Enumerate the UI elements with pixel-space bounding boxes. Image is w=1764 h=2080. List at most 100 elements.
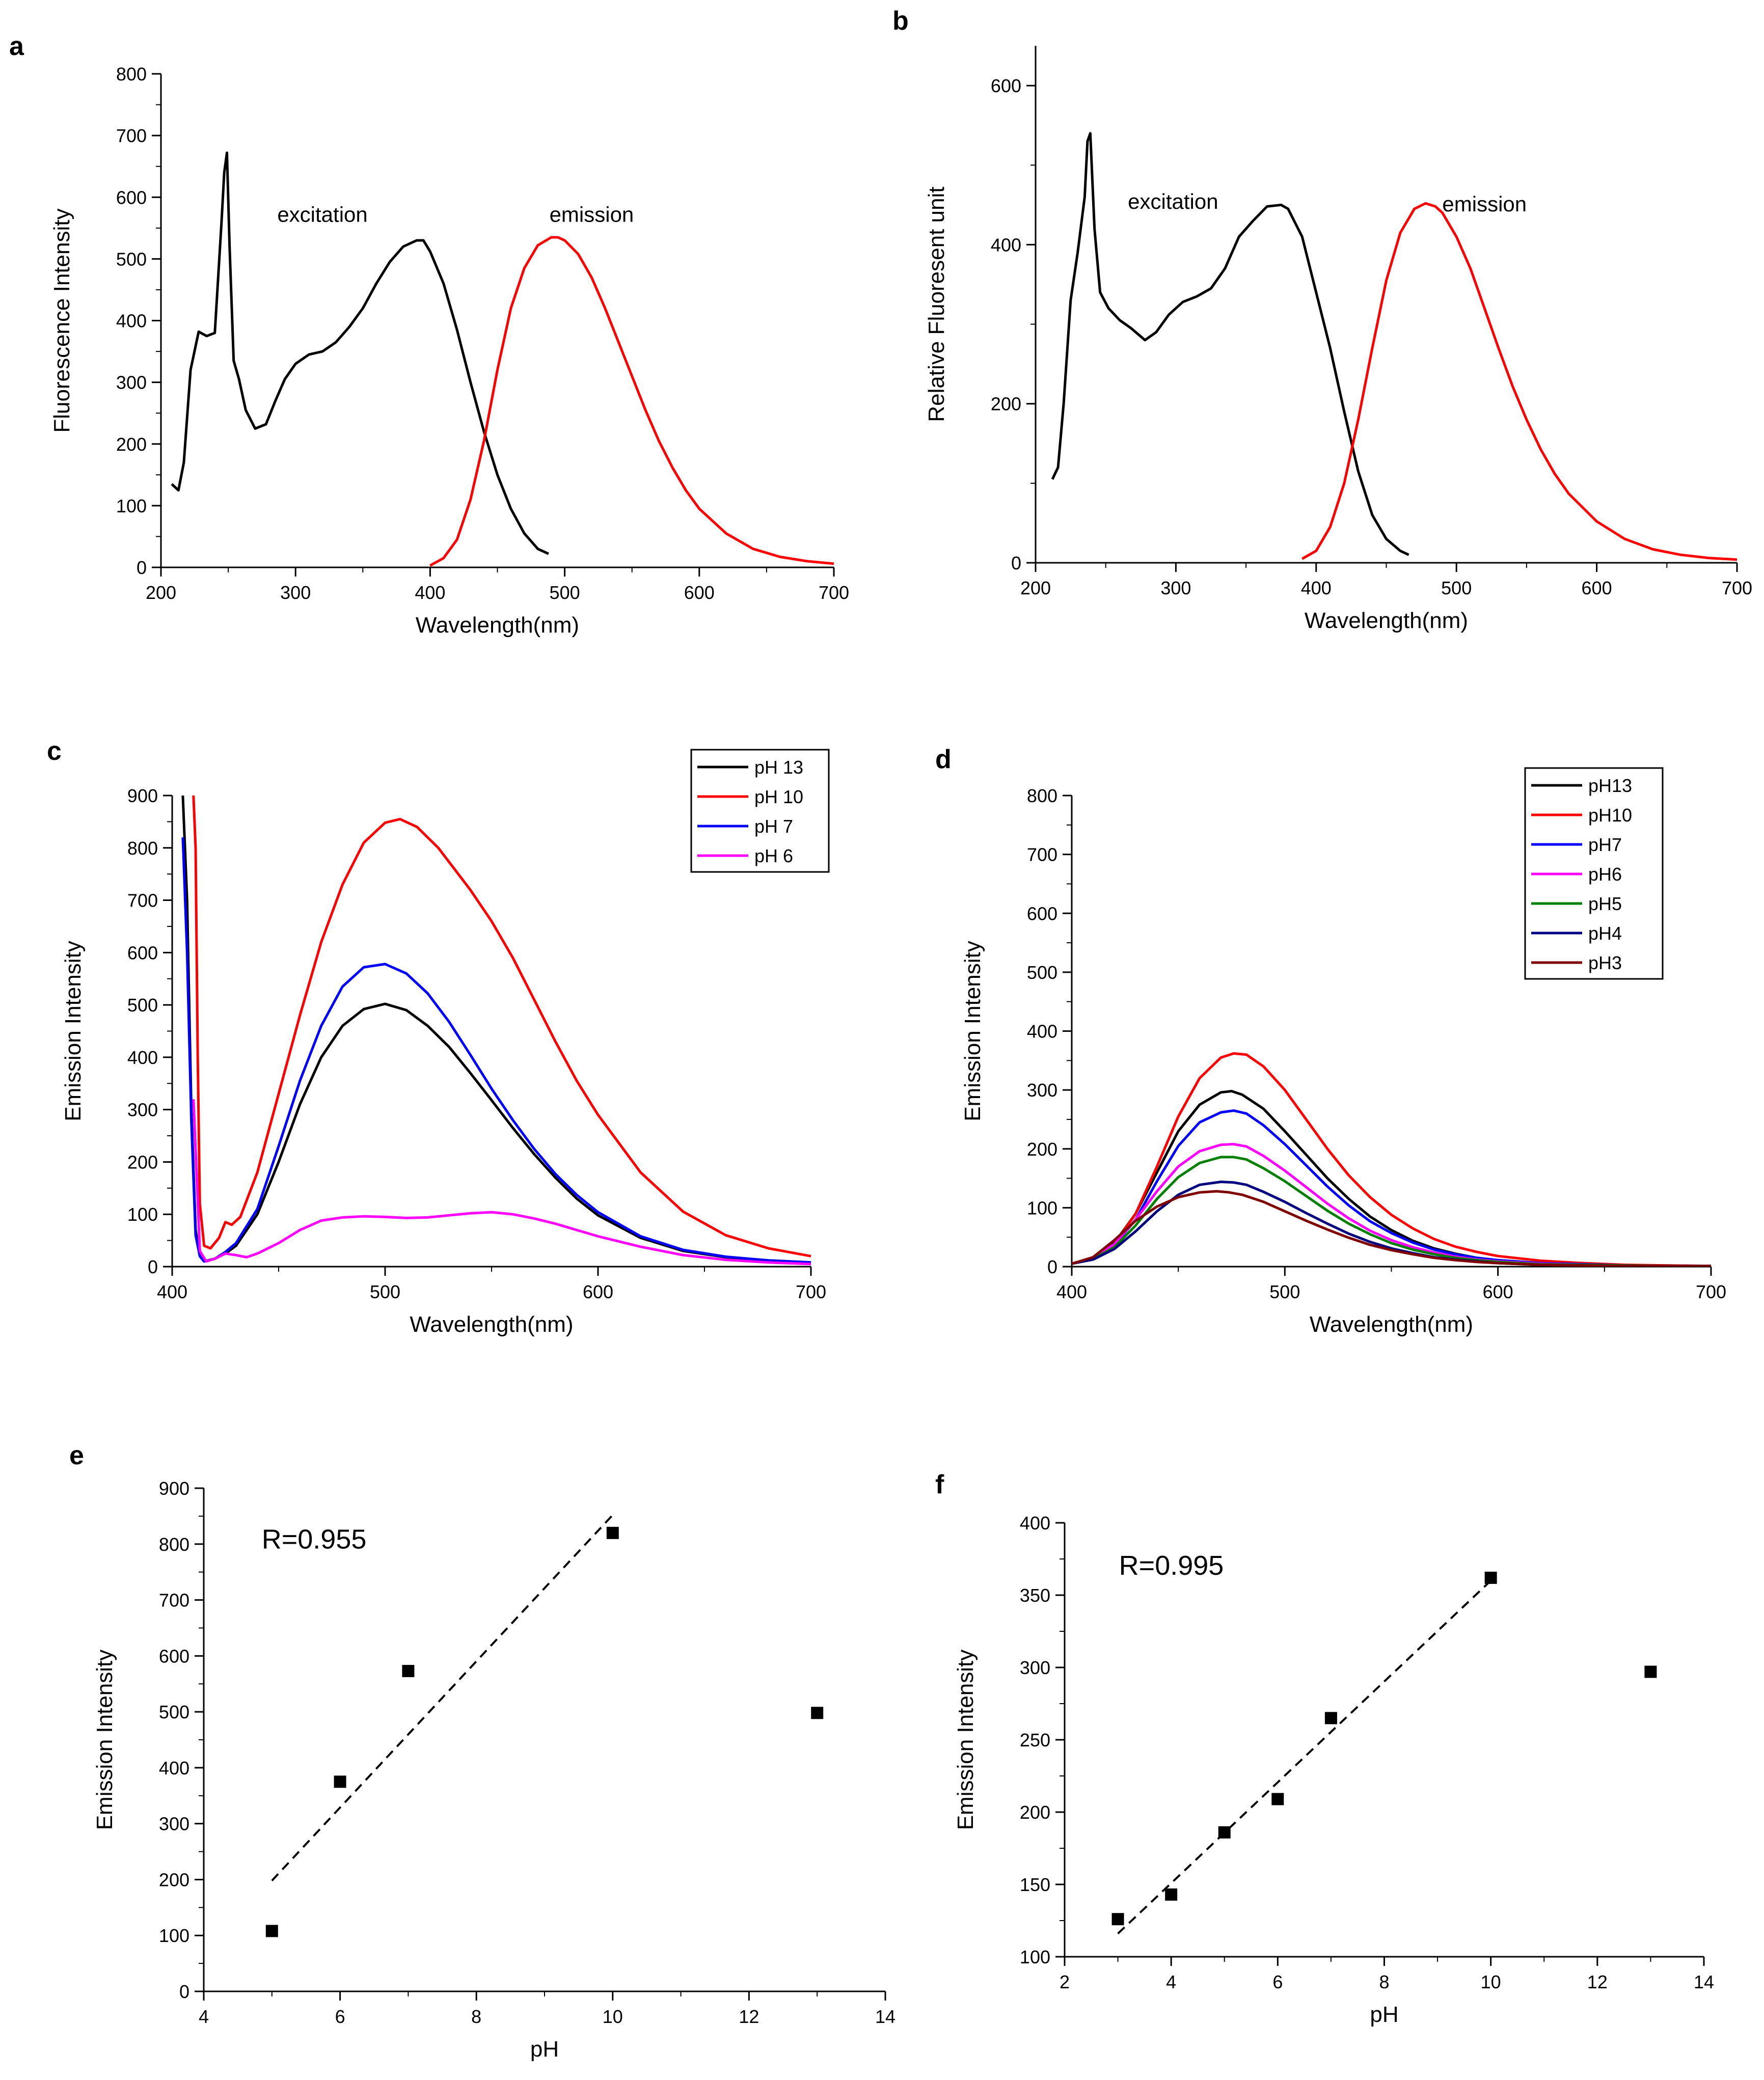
y-tick-label: 700 [159,1590,189,1611]
y-tick-label: 800 [127,838,158,859]
series-line-ph6 [192,1099,811,1266]
series-line-emission [429,236,834,567]
annotation-emission: emission [550,203,634,227]
y-tick-label: 800 [116,64,147,85]
x-axis-title: Wavelength(nm) [1305,608,1468,633]
series-line-ph4 [1072,1181,1711,1267]
data-point [1271,1793,1284,1805]
panel-d: d 400 500 600 700 0 100 200 300 400 500 600 700 800 Wa… [935,745,1726,1337]
legend: pH 13 pH 10 pH 7 pH 6 [690,749,830,873]
y-tick-label: 400 [1020,1513,1050,1534]
y-tick-label: 150 [1020,1874,1050,1895]
y-tick-label: 700 [116,125,147,146]
y-tick-label: 400 [159,1758,189,1778]
y-tick-label: 200 [1020,1802,1050,1823]
data-point [1218,1826,1231,1839]
x-tick-label: 200 [1020,578,1051,598]
panel-letter: c [47,736,62,766]
y-axis-title: Emission Intensity [960,941,985,1121]
y-tick-label: 0 [137,557,147,578]
data-point [334,1775,346,1788]
x-tick-label: 8 [1379,1972,1389,1992]
y-tick-label: 100 [127,1204,158,1225]
data-point [606,1526,619,1539]
y-tick-label: 500 [116,249,147,269]
annotation-excitation: excitation [1128,189,1218,213]
x-axis-title: Wavelength(nm) [410,1312,573,1337]
panel-a: a 200 300 400 500 600 700 0 100 200 300 400 500 600 70… [9,32,849,638]
panel-f: f 2 4 6 8 10 12 14 100 150 200 250 300 350 400 pH Emissi… [935,1470,1714,2027]
x-tick-label: 700 [819,582,849,603]
r-value-label: R=0.955 [262,1524,367,1555]
x-tick-label: 10 [603,2006,623,2027]
y-axis-title: Relative Fluoresent unit [924,186,949,422]
y-tick-label: 0 [1011,553,1021,573]
legend-box [690,749,830,873]
series-group [1072,1052,1712,1267]
series-line-ph3 [1072,1190,1711,1267]
y-tick-label: 0 [148,1256,158,1277]
legend-label: pH10 [1588,805,1632,826]
series-line-emission [1301,202,1738,561]
x-axis-title: pH [1370,2002,1398,2027]
panel-letter: b [892,6,909,36]
x-tick-label: 400 [1056,1281,1087,1302]
legend-label: pH3 [1588,952,1622,973]
y-tick-label: 300 [1027,1080,1057,1101]
data-point [1165,1888,1178,1901]
x-axis-title: Wavelength(nm) [1310,1312,1473,1337]
y-tick-label: 700 [1027,844,1057,865]
y-tick-label: 900 [127,785,158,806]
x-tick-label: 14 [875,2006,895,2027]
x-tick-label: 500 [550,582,580,603]
x-tick-label: 600 [1582,578,1612,598]
x-tick-label: 6 [1272,1972,1283,1992]
legend-label: pH 10 [754,786,803,807]
legend-label: pH7 [1588,834,1622,855]
legend-label: pH 6 [754,845,793,866]
panel-c: c 400 500 600 700 0 100 200 300 400 500 600 700 800 90… [47,736,830,1337]
x-tick-label: 14 [1694,1972,1714,1992]
x-tick-label: 400 [157,1281,187,1302]
y-tick-label: 500 [159,1702,189,1722]
x-tick-label: 700 [796,1281,826,1302]
data-point [811,1707,824,1719]
panel-b: b 200 300 400 500 600 700 0 200 400 600 Wavelength(… [892,6,1752,633]
y-tick-label: 400 [1027,1021,1057,1042]
series-group [1051,132,1738,561]
x-tick-label: 500 [1269,1281,1300,1302]
data-point [265,1925,278,1937]
y-tick-label: 300 [1020,1657,1050,1678]
panel-letter: a [9,32,24,61]
y-axis-title: Emission Intensity [61,941,86,1121]
legend-label: pH 7 [754,816,793,837]
x-tick-label: 600 [684,582,715,603]
data-point [1644,1665,1657,1678]
y-tick-label: 900 [159,1478,189,1499]
x-tick-label: 300 [280,582,311,603]
data-point [1111,1913,1124,1926]
data-point [1484,1571,1497,1584]
x-tick-label: 12 [739,2006,759,2027]
x-tick-label: 12 [1587,1972,1608,1992]
y-tick-label: 500 [127,995,158,1016]
legend-label: pH 13 [754,757,803,778]
x-tick-label: 400 [415,582,445,603]
x-tick-label: 4 [1166,1972,1176,1992]
panel-e: e 4 6 8 10 12 14 0 100 200 300 400 500 600 700 800 900 pH… [69,1441,895,2062]
y-axis-title: Emission Intensity [92,1650,117,1830]
series-line-ph10 [1072,1052,1712,1267]
y-axis-title: Emission Intensity [953,1650,978,1830]
y-tick-label: 600 [1027,903,1057,924]
fit-line [271,1514,614,1882]
legend-label: pH6 [1588,864,1622,885]
y-axis-title: Fluorescence Intensity [49,208,74,432]
x-tick-label: 600 [583,1281,613,1302]
legend-label: pH13 [1588,775,1632,796]
y-tick-label: 350 [1020,1585,1050,1606]
y-tick-label: 600 [116,187,147,208]
series-line-ph10 [192,795,811,1257]
y-tick-label: 200 [991,394,1021,415]
x-tick-label: 700 [1722,578,1752,598]
